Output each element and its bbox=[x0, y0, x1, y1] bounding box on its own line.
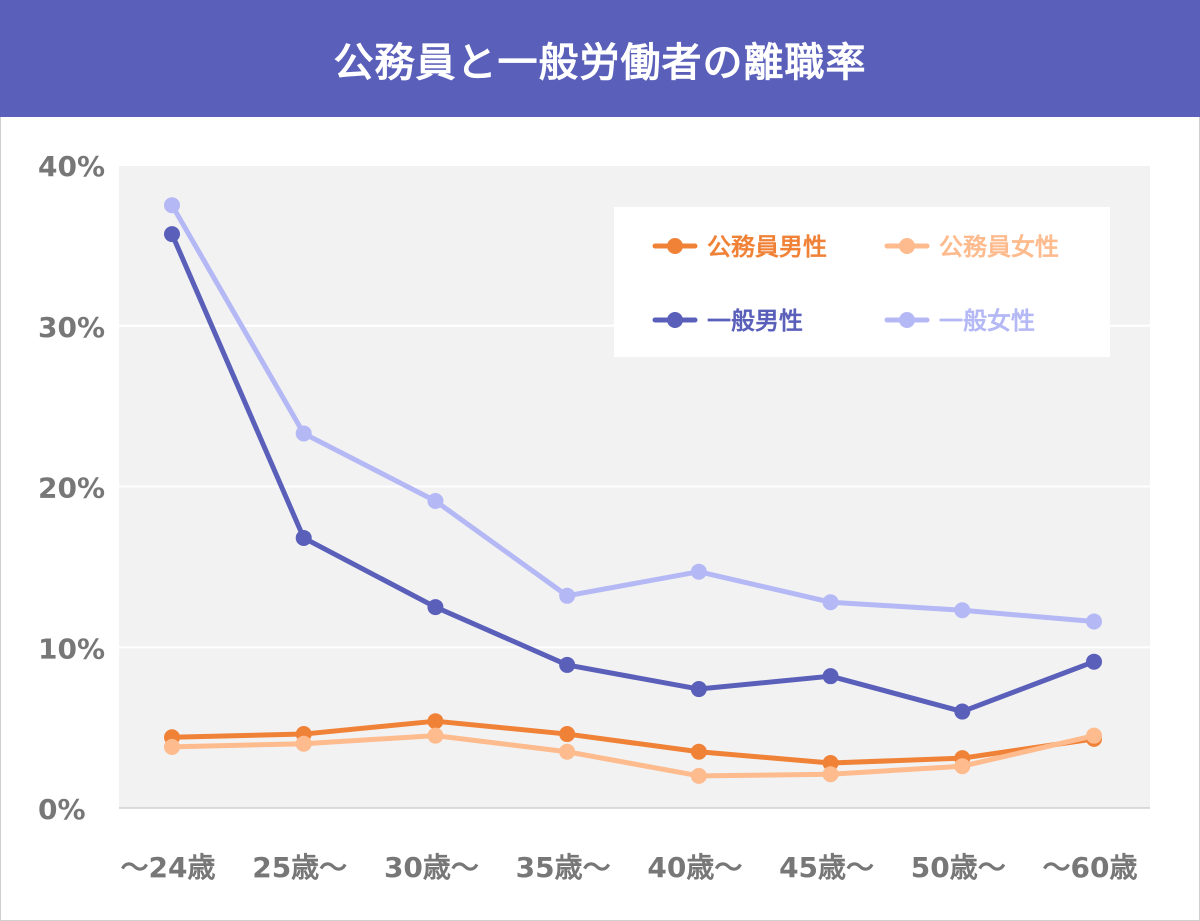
x-tick-label: ～60歳 bbox=[1043, 851, 1138, 884]
legend-label: 公務員男性 bbox=[707, 233, 827, 261]
data-point bbox=[295, 529, 312, 546]
data-point bbox=[822, 668, 839, 685]
data-point bbox=[427, 599, 444, 616]
y-tick-label: 40% bbox=[38, 150, 105, 183]
series-line bbox=[169, 718, 1097, 766]
data-point bbox=[295, 425, 312, 442]
data-point bbox=[427, 713, 444, 730]
data-point bbox=[164, 197, 180, 214]
data-point bbox=[690, 767, 707, 784]
legend-swatch-marker bbox=[899, 238, 915, 254]
chart-title: 公務員と一般労働者の離職率 bbox=[333, 39, 867, 86]
data-point bbox=[822, 766, 839, 783]
data-point bbox=[559, 726, 576, 743]
legend-label: 一般女性 bbox=[939, 307, 1035, 335]
legend-label: 一般男性 bbox=[707, 307, 803, 335]
data-point bbox=[954, 703, 971, 720]
data-point bbox=[295, 735, 312, 752]
data-point bbox=[164, 226, 180, 243]
data-point bbox=[690, 743, 707, 760]
data-point bbox=[559, 587, 576, 604]
y-tick-label: 30% bbox=[38, 311, 105, 344]
x-tick-label: ～24歳 bbox=[121, 851, 216, 884]
data-point bbox=[1086, 653, 1102, 670]
data-point bbox=[690, 681, 707, 698]
x-tick-label: 45歳～ bbox=[779, 851, 874, 884]
legend-box bbox=[614, 207, 1110, 357]
data-point bbox=[1086, 727, 1102, 744]
legend-swatch-marker bbox=[667, 238, 683, 254]
data-point bbox=[954, 602, 971, 619]
legend-label: 公務員女性 bbox=[939, 233, 1059, 261]
legend-swatch-marker bbox=[667, 312, 683, 328]
y-tick-label: 0% bbox=[38, 793, 86, 826]
x-tick-label: 50歳～ bbox=[911, 851, 1006, 884]
data-point bbox=[427, 492, 444, 509]
title-bar: 公務員と一般労働者の離職率 bbox=[0, 0, 1200, 117]
series-line bbox=[169, 202, 1097, 625]
data-point bbox=[822, 594, 839, 611]
data-point bbox=[427, 727, 444, 744]
data-point bbox=[1086, 613, 1102, 630]
legend-swatch-marker bbox=[899, 312, 915, 328]
y-tick-label: 20% bbox=[38, 472, 105, 505]
x-tick-label: 30歳～ bbox=[384, 851, 479, 884]
data-point bbox=[690, 563, 707, 580]
x-tick-label: 40歳～ bbox=[647, 851, 742, 884]
y-tick-label: 10% bbox=[38, 632, 105, 665]
series-line bbox=[169, 231, 1097, 715]
data-point bbox=[559, 743, 576, 760]
series-line bbox=[169, 733, 1097, 779]
data-point bbox=[559, 656, 576, 673]
x-tick-label: 35歳～ bbox=[516, 851, 611, 884]
data-point bbox=[164, 738, 180, 755]
x-tick-label: 25歳～ bbox=[252, 851, 347, 884]
data-point bbox=[954, 758, 971, 775]
data-point bbox=[822, 754, 839, 771]
